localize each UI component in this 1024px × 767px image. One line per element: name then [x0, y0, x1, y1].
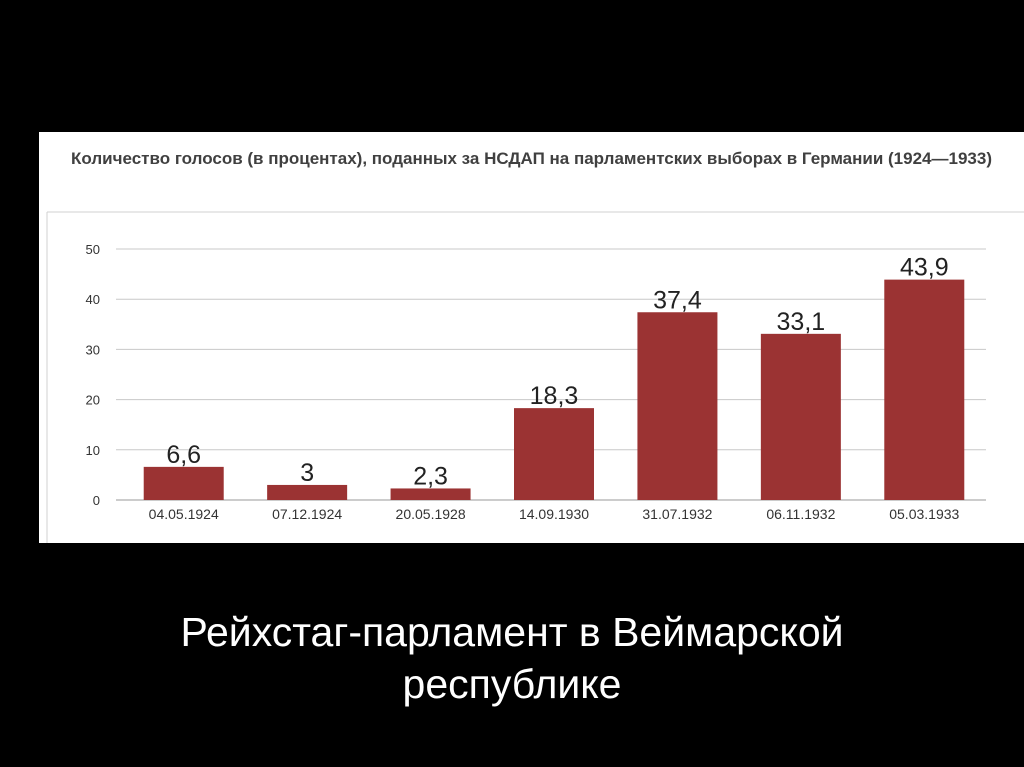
data-label: 43,9	[900, 254, 949, 282]
chart-title: Количество голосов (в процентах), поданн…	[71, 149, 992, 168]
data-label: 2,3	[413, 462, 448, 490]
x-tick-label: 04.05.1924	[149, 506, 219, 522]
x-tick-label: 07.12.1924	[272, 506, 342, 522]
bar-06.11.1932	[760, 333, 841, 500]
caption-line-1: Рейхстаг-парламент в Веймарской	[180, 609, 844, 655]
bar-chart: 0 10 20 30 40 50 6,6 04.05.1924 3 07.12.1924 2,3 20…	[46, 211, 1024, 543]
x-tick-label: 06.11.1932	[766, 506, 835, 522]
y-tick-label: 10	[86, 443, 100, 458]
y-tick-label: 30	[86, 342, 100, 357]
y-tick-label: 50	[86, 242, 100, 257]
y-tick-label: 0	[93, 493, 100, 508]
caption-line-2: республике	[402, 661, 622, 707]
bar-14.09.1930	[514, 408, 594, 500]
data-label: 6,6	[166, 441, 201, 469]
data-label: 33,1	[777, 308, 826, 336]
x-tick-label: 05.03.1933	[889, 506, 959, 522]
chart-panel: 0 10 20 30 40 50 6,6 04.05.1924 3 07.12.1924 2,3 20…	[39, 132, 1024, 543]
x-tick-label: 14.09.1930	[519, 506, 589, 522]
bar-07.12.1924	[267, 484, 348, 500]
data-label: 18,3	[530, 382, 579, 410]
data-label: 3	[300, 459, 314, 487]
bar-31.07.1932	[637, 312, 718, 500]
x-tick-label: 20.05.1928	[396, 506, 466, 522]
bar-04.05.1924	[143, 466, 224, 500]
data-label: 37,4	[653, 286, 702, 314]
bar-05.03.1933	[884, 279, 965, 500]
slide-caption: Рейхстаг-парламент в Веймарской республи…	[0, 606, 1024, 710]
x-tick-label: 31.07.1932	[642, 506, 712, 522]
y-tick-label: 40	[86, 292, 100, 307]
y-tick-label: 20	[86, 393, 100, 408]
bar-20.05.1928	[390, 488, 471, 500]
